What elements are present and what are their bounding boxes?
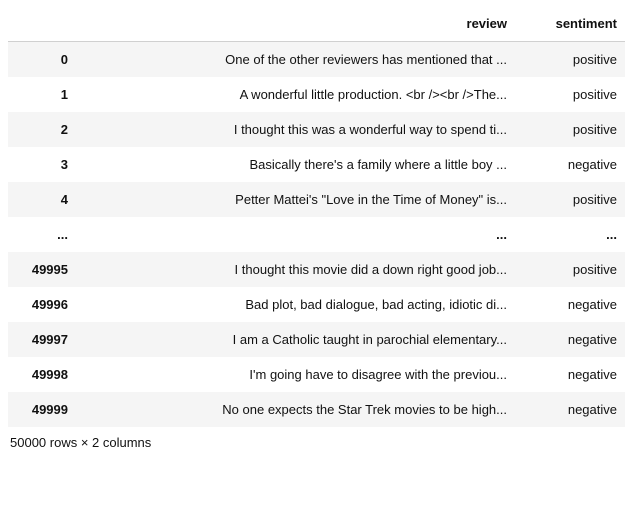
row-index: 49999 [8, 392, 76, 427]
cell-review: I'm going have to disagree with the prev… [76, 357, 515, 392]
cell-sentiment: positive [515, 182, 625, 217]
cell-review: One of the other reviewers has mentioned… [76, 42, 515, 78]
row-index: 49998 [8, 357, 76, 392]
cell-sentiment: negative [515, 357, 625, 392]
row-index: 0 [8, 42, 76, 78]
cell-sentiment: positive [515, 112, 625, 147]
table-row: 49999 No one expects the Star Trek movie… [8, 392, 625, 427]
cell-review: A wonderful little production. <br /><br… [76, 77, 515, 112]
header-row: review sentiment [8, 6, 625, 42]
cell-sentiment: ... [515, 217, 625, 252]
table-row: 0 One of the other reviewers has mention… [8, 42, 625, 78]
index-header [8, 6, 76, 42]
row-index: 4 [8, 182, 76, 217]
cell-sentiment: positive [515, 42, 625, 78]
row-index: 49995 [8, 252, 76, 287]
cell-sentiment: positive [515, 77, 625, 112]
ellipsis-row: ... ... ... [8, 217, 625, 252]
cell-review: I am a Catholic taught in parochial elem… [76, 322, 515, 357]
table-row: 49996 Bad plot, bad dialogue, bad acting… [8, 287, 625, 322]
col-review: review [76, 6, 515, 42]
row-index: 49997 [8, 322, 76, 357]
cell-review: Petter Mattei's "Love in the Time of Mon… [76, 182, 515, 217]
table-row: 2 I thought this was a wonderful way to … [8, 112, 625, 147]
table-row: 49995 I thought this movie did a down ri… [8, 252, 625, 287]
cell-review: I thought this movie did a down right go… [76, 252, 515, 287]
table-row: 1 A wonderful little production. <br /><… [8, 77, 625, 112]
cell-review: Bad plot, bad dialogue, bad acting, idio… [76, 287, 515, 322]
cell-sentiment: positive [515, 252, 625, 287]
row-index: 1 [8, 77, 76, 112]
cell-review: No one expects the Star Trek movies to b… [76, 392, 515, 427]
cell-review: Basically there's a family where a littl… [76, 147, 515, 182]
cell-sentiment: negative [515, 392, 625, 427]
table-row: 49997 I am a Catholic taught in parochia… [8, 322, 625, 357]
cell-sentiment: negative [515, 287, 625, 322]
table-row: 4 Petter Mattei's "Love in the Time of M… [8, 182, 625, 217]
cell-review: I thought this was a wonderful way to sp… [76, 112, 515, 147]
cell-sentiment: negative [515, 147, 625, 182]
cell-sentiment: negative [515, 322, 625, 357]
row-index: 3 [8, 147, 76, 182]
dataframe-table: review sentiment 0 One of the other revi… [8, 6, 625, 427]
col-sentiment: sentiment [515, 6, 625, 42]
table-row: 49998 I'm going have to disagree with th… [8, 357, 625, 392]
row-index: ... [8, 217, 76, 252]
cell-review: ... [76, 217, 515, 252]
row-index: 2 [8, 112, 76, 147]
row-index: 49996 [8, 287, 76, 322]
dataframe-shape-footer: 50000 rows × 2 columns [8, 427, 625, 454]
table-row: 3 Basically there's a family where a lit… [8, 147, 625, 182]
